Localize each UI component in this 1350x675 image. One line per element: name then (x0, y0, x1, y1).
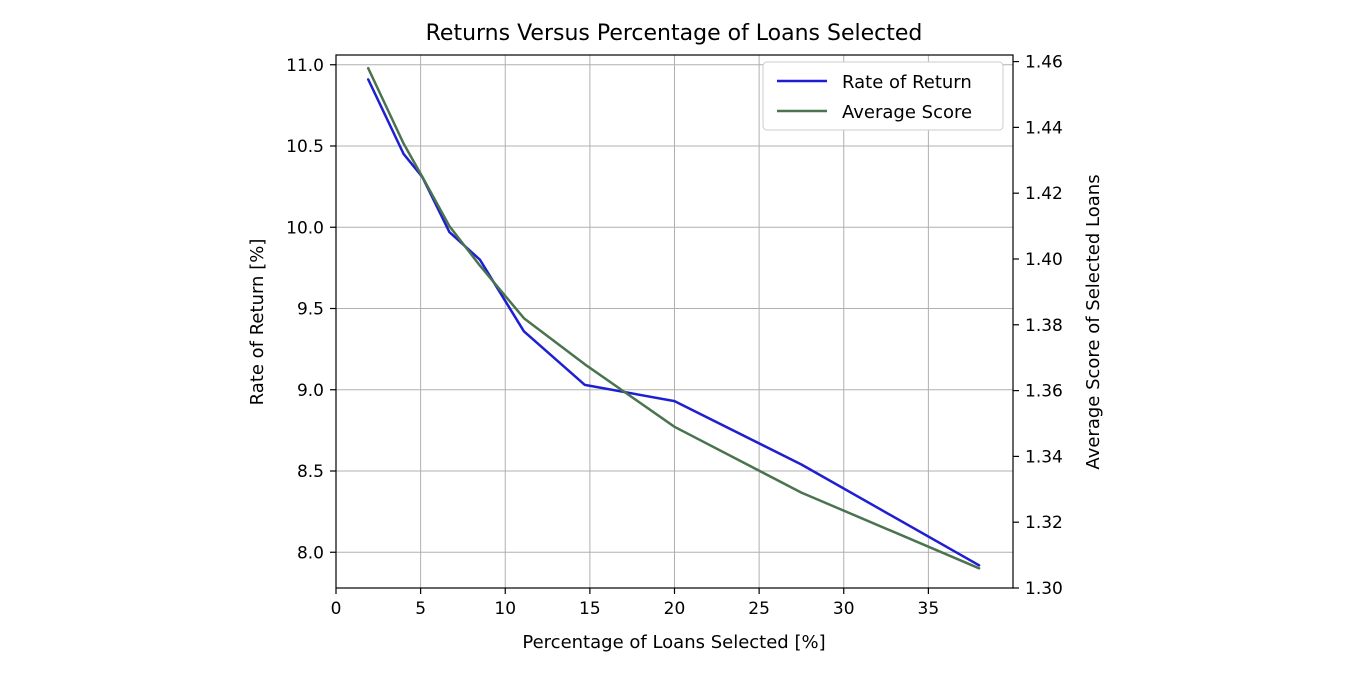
series-line-rate-of-return (366, 78, 981, 567)
x-tick-label: 5 (415, 599, 426, 619)
x-tick-label: 35 (918, 599, 940, 619)
legend-box (762, 61, 1004, 131)
x-tick-label: 20 (664, 599, 686, 619)
y-tick-label-right: 1.34 (1025, 447, 1063, 467)
y-axis-label-right: Average Score of Selected Loans (1083, 174, 1104, 469)
x-tick-label: 10 (494, 599, 516, 619)
series-layer (366, 66, 981, 570)
y-tick-label-right: 1.42 (1025, 184, 1063, 204)
y-tick-label-left: 9.0 (297, 381, 324, 401)
y-tick-label-left: 9.5 (297, 300, 324, 320)
y-tick-label-left: 8.5 (297, 462, 324, 482)
y-tick-label-right: 1.40 (1025, 250, 1063, 270)
legend-label-average-score: Average Score (842, 102, 972, 123)
y-tick-label-right: 1.30 (1025, 579, 1063, 599)
grid-layer (335, 55, 1013, 588)
y-tick-label-left: 11.0 (286, 56, 324, 76)
x-tick-label: 15 (579, 599, 601, 619)
y-tick-label-right: 1.44 (1025, 118, 1063, 138)
y-tick-label-right: 1.38 (1025, 316, 1063, 336)
y-tick-label-left: 10.0 (286, 218, 324, 238)
legend-label-rate-of-return: Rate of Return (842, 72, 972, 93)
legend: Rate of Return Average Score (762, 61, 1004, 131)
x-tick-label: 0 (331, 599, 342, 619)
y-tick-label-right: 1.32 (1025, 513, 1063, 533)
x-axis-label: Percentage of Loans Selected [%] (522, 632, 825, 653)
x-tick-label: 30 (833, 599, 855, 619)
y-tick-label-right: 1.46 (1025, 53, 1063, 73)
series-line-average-score (366, 66, 981, 570)
tick-layer: 0 5 10 15 20 25 30 35 8.0 8.5 9.0 9.5 10.0 10.5 11.0 1.… (286, 53, 1063, 619)
y-axis-label-left: Rate of Return [%] (247, 239, 268, 406)
chart-title: Returns Versus Percentage of Loans Selec… (426, 21, 923, 46)
y-tick-label-left: 10.5 (286, 137, 324, 157)
y-tick-label-right: 1.36 (1025, 382, 1063, 402)
y-tick-label-left: 8.0 (297, 543, 324, 563)
x-tick-label: 25 (748, 599, 770, 619)
